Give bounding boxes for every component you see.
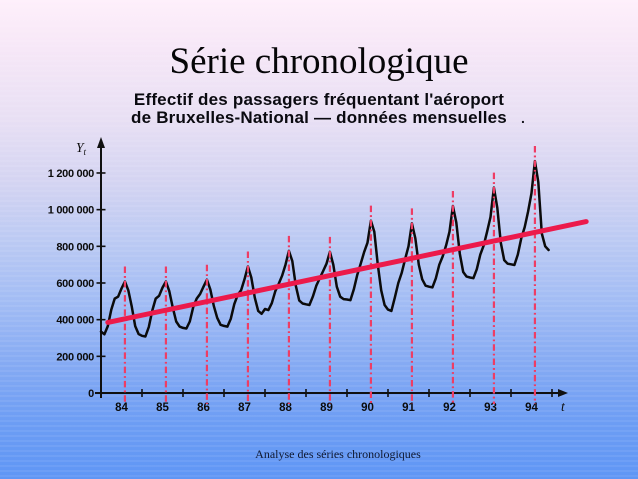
passenger-series-line [99, 159, 550, 338]
y-axis-arrow [97, 137, 105, 148]
x-axis-tick-label: 93 [484, 402, 497, 414]
y-axis-tick-label: 400 000 [56, 315, 94, 327]
x-axis-tick-label: 91 [402, 402, 415, 414]
x-axis-tick-label: 85 [156, 402, 169, 414]
subtitle-line-2: de Bruxelles-National — données mensuell… [131, 108, 507, 127]
subtitle-period: . [521, 110, 525, 126]
y-axis-tick-label: 600 000 [56, 278, 94, 290]
x-axis-tick-label: 90 [361, 402, 374, 414]
subtitle-line-1: Effectif des passagers fréquentant l'aér… [133, 90, 505, 109]
x-axis-tick-label: 88 [279, 402, 292, 414]
y-axis-tick-label: 1 200 000 [48, 168, 94, 180]
x-axis-tick-label: 94 [525, 402, 538, 414]
trend-line [105, 219, 589, 325]
x-axis-label: t [561, 399, 566, 414]
x-axis-tick-label: 87 [238, 402, 251, 414]
slide-footer: Analyse des séries chronologiques [255, 447, 421, 461]
x-axis-tick-label: 89 [320, 402, 333, 414]
x-axis-tick-label: 84 [115, 402, 128, 414]
y-axis-label: Yt [76, 140, 87, 157]
y-axis-tick-label: 1 000 000 [48, 205, 94, 217]
x-axis-tick-label: 92 [443, 402, 456, 414]
y-axis-tick-label: 800 000 [56, 241, 94, 253]
y-axis-tick-label: 0 [88, 388, 94, 400]
x-axis-arrow [558, 389, 568, 397]
y-axis-tick-label: 200 000 [56, 351, 94, 363]
x-axis-tick-label: 86 [197, 402, 210, 414]
slide-subtitle: Effectif des passagers fréquentant l'aér… [0, 91, 638, 127]
slide-title: Série chronologique [169, 41, 469, 82]
